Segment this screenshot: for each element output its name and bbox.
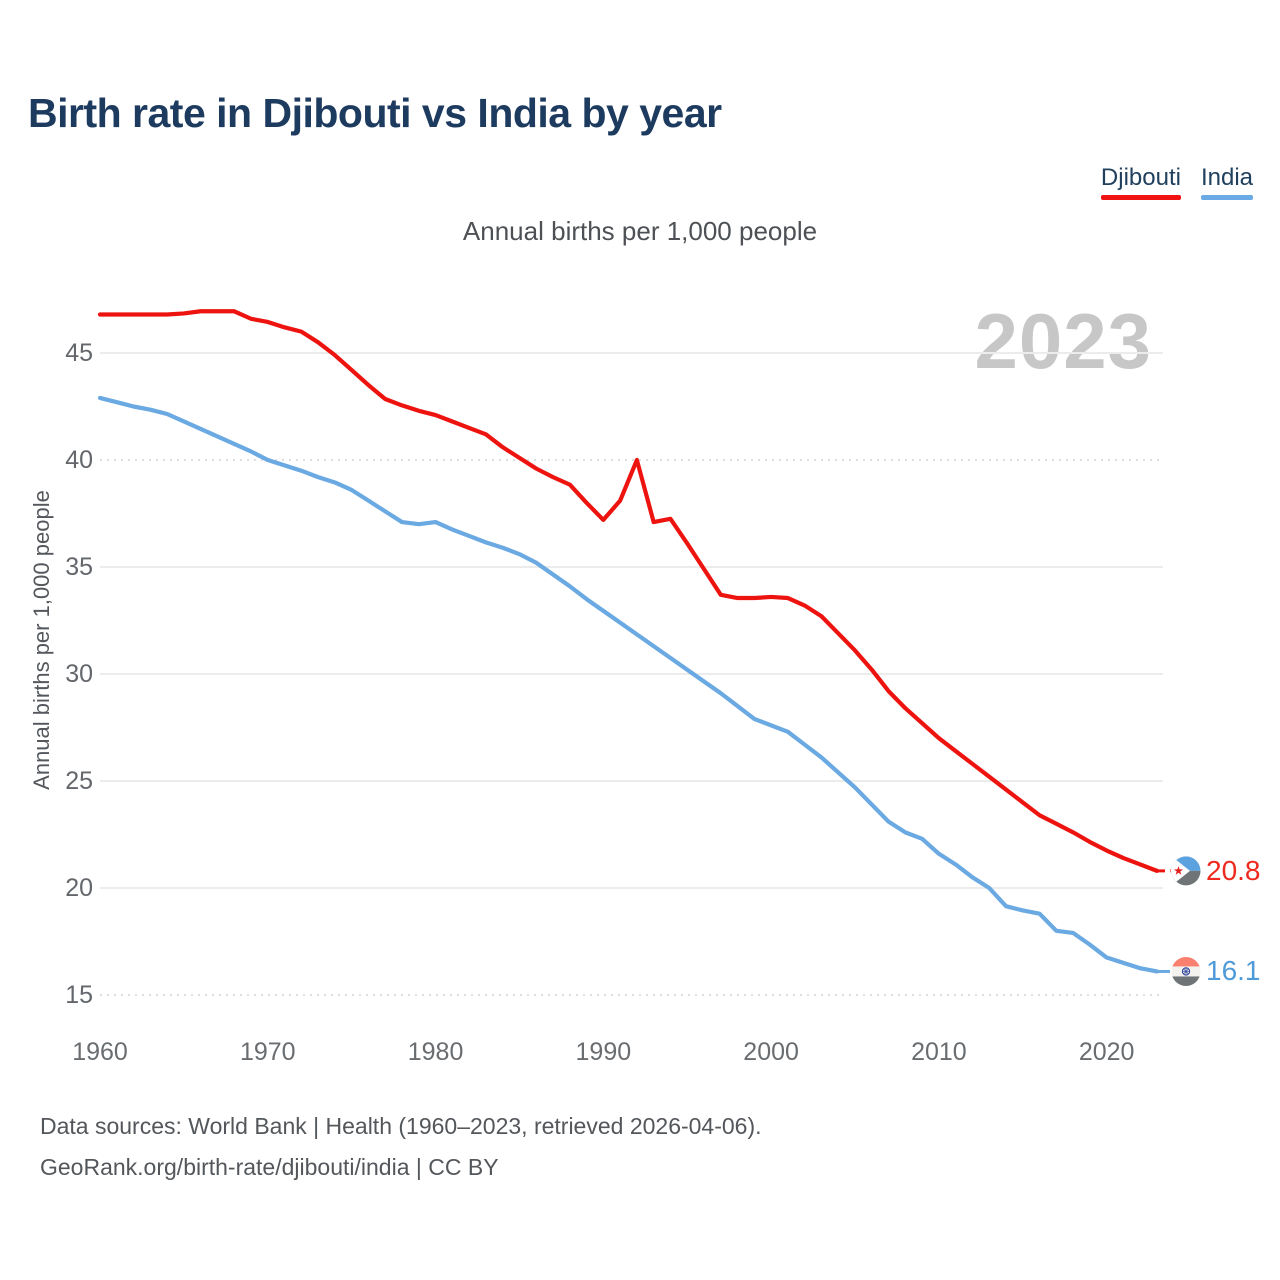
y-axis-label: Annual births per 1,000 people (29, 490, 54, 790)
footer-line-url: GeoRank.org/birth-rate/djibouti/india | … (40, 1154, 499, 1180)
y-tick-label-35: 35 (65, 553, 93, 581)
x-tick-label-2000: 2000 (743, 1038, 799, 1066)
chakra-icon (1181, 967, 1191, 976)
x-tick-label-1980: 1980 (407, 1038, 464, 1066)
line-djibouti[interactable] (97, 309, 1160, 873)
y-tick-label-30: 30 (65, 660, 93, 688)
y-tick-label-20: 20 (65, 874, 93, 902)
year-watermark: 2023 (974, 297, 1152, 385)
legend-label-india: India (1200, 164, 1253, 191)
legend-label-djibouti: Djibouti (1100, 164, 1181, 191)
chart-subtitle: Annual births per 1,000 people (462, 216, 818, 246)
x-tick-label-1990: 1990 (575, 1038, 632, 1066)
data-series (97, 309, 1160, 974)
x-tick-label-2010: 2010 (911, 1038, 967, 1066)
footer-attribution: Data sources: World Bank | Health (1960–… (40, 1106, 762, 1188)
y-tick-label-15: 15 (65, 981, 93, 1009)
legend-item-india[interactable]: India (1200, 164, 1253, 200)
india-flag-icon (1170, 955, 1202, 987)
footer-line-sources: Data sources: World Bank | Health (1960–… (40, 1113, 762, 1139)
india-end-value: 16.1 (1206, 955, 1261, 987)
y-tick-label-45: 45 (65, 339, 93, 367)
y-tick-label-25: 25 (65, 767, 93, 795)
djibouti-flag-icon (1170, 855, 1202, 887)
x-tick-label-2020: 2020 (1078, 1038, 1135, 1066)
legend: Djibouti India (1100, 164, 1253, 200)
legend-underline-djibouti (1100, 195, 1181, 200)
gridlines (100, 352, 1163, 996)
djibouti-end-value: 20.8 (1206, 854, 1261, 886)
legend-underline-india (1200, 195, 1253, 200)
legend-item-djibouti[interactable]: Djibouti (1100, 164, 1181, 200)
page-title: Birth rate in Djibouti vs India by year (28, 90, 722, 136)
x-tick-label-1970: 1970 (239, 1038, 296, 1066)
y-tick-label-40: 40 (65, 446, 93, 474)
line-india[interactable] (97, 395, 1160, 974)
x-tick-label-1960: 1960 (72, 1038, 128, 1066)
